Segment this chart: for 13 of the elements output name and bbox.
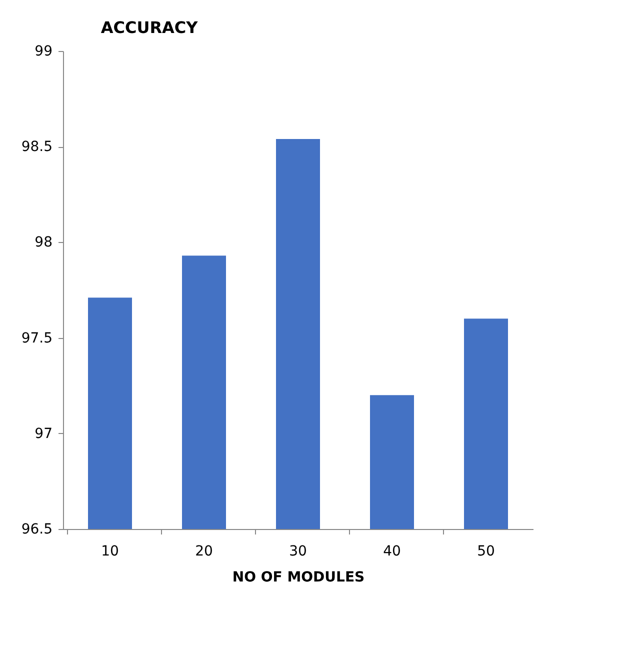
chart-title: ACCURACY — [100, 18, 198, 37]
y-tick-label: 98 — [34, 234, 52, 251]
y-tick-label: 99 — [34, 44, 52, 60]
y-tick-label: 97.5 — [21, 330, 52, 346]
x-tick-label: 10 — [101, 544, 119, 560]
x-tick-label: 20 — [195, 544, 213, 560]
y-tick-label: 97 — [34, 426, 52, 442]
x-tick-label: 50 — [477, 544, 495, 560]
x-tick-label: 40 — [383, 544, 401, 560]
x-axis-title: NO OF MODULES — [232, 570, 365, 586]
x-tick-label: 30 — [289, 544, 307, 560]
y-tick-label: 98.5 — [21, 139, 52, 156]
y-tick-label: 96.5 — [21, 522, 52, 538]
